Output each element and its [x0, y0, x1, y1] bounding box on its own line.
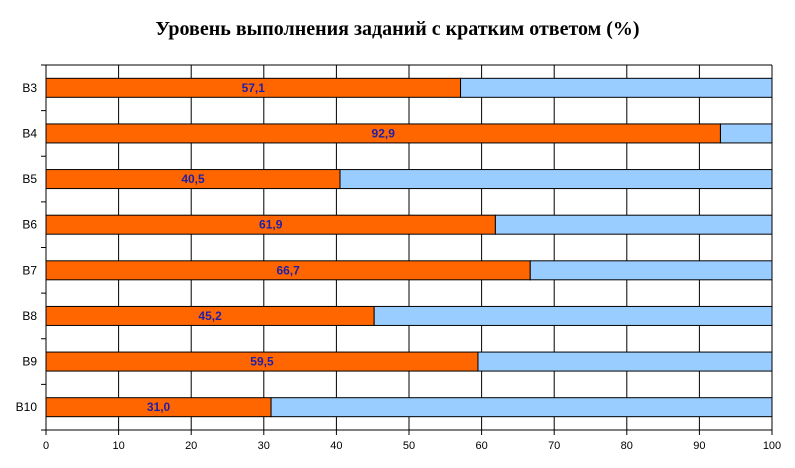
bars	[45, 77, 773, 418]
category-label: B8	[22, 309, 37, 323]
bar-remainder	[460, 77, 773, 98]
grid-lines	[45, 65, 773, 430]
chart-title: Уровень выполнения заданий с кратким отв…	[155, 18, 640, 40]
category-label: B3	[22, 81, 37, 95]
x-tick-label: 40	[330, 440, 342, 452]
data-label: 45,2	[198, 309, 222, 323]
data-label: 92,9	[372, 126, 396, 140]
x-tick-label: 90	[693, 440, 705, 452]
data-label: 61,9	[259, 218, 283, 232]
x-tick-label: 100	[763, 440, 781, 452]
x-tick-label: 0	[43, 440, 49, 452]
bar-remainder	[494, 214, 773, 235]
bar-remainder	[477, 351, 773, 372]
bar-remainder	[719, 123, 773, 144]
category-label: B6	[22, 218, 37, 232]
category-label: B9	[22, 355, 37, 369]
x-tick-label: 70	[548, 440, 560, 452]
category-label: B5	[22, 172, 37, 186]
x-tick-label: 20	[185, 440, 197, 452]
bar-remainder	[339, 169, 773, 190]
data-label: 40,5	[181, 172, 205, 186]
category-label: B10	[16, 400, 38, 414]
data-label: 59,5	[250, 355, 274, 369]
data-label: 31,0	[147, 400, 171, 414]
x-tick-label: 30	[258, 440, 270, 452]
category-label: B4	[22, 126, 37, 140]
axes	[41, 64, 773, 435]
category-label: B7	[22, 263, 37, 277]
bar-remainder	[373, 305, 773, 326]
x-tick-label: 60	[475, 440, 487, 452]
labels: 0 10 20 30 40 50 60 70 80 90 100 B3 57,1 B4 92,9 B5 40,5…	[16, 81, 782, 452]
data-label: 66,7	[276, 263, 300, 277]
bar-remainder	[270, 397, 773, 418]
data-label: 57,1	[242, 81, 266, 95]
x-tick-label: 50	[403, 440, 415, 452]
bar-remainder	[529, 260, 773, 281]
x-tick-label: 10	[112, 440, 124, 452]
x-tick-label: 80	[621, 440, 633, 452]
